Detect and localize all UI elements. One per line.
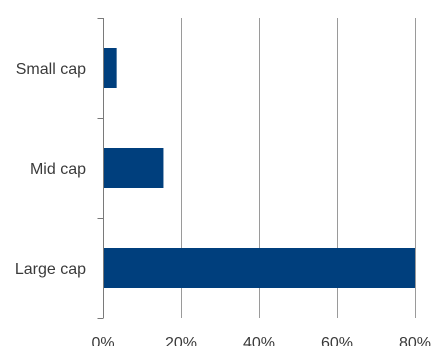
bar-large-cap	[104, 248, 415, 288]
x-tick-label-80: 80%	[399, 335, 431, 346]
x-tick-label-20: 20%	[165, 335, 197, 346]
x-tick-label-60: 60%	[321, 335, 353, 346]
bar-mid-cap	[104, 148, 164, 188]
y-tick-label-mid-cap: Mid cap	[30, 161, 86, 178]
y-tick-label-small-cap: Small cap	[16, 61, 86, 78]
bar-small-cap	[104, 48, 117, 88]
x-tick-label-0: 0%	[91, 335, 114, 346]
tick-labels: Small cap Mid cap Large cap 0% 20% 40% 60% 80%	[15, 61, 431, 346]
bars	[104, 48, 415, 288]
y-tick-label-large-cap: Large cap	[15, 261, 86, 278]
x-tick-label-40: 40%	[243, 335, 275, 346]
axes	[97, 18, 104, 319]
